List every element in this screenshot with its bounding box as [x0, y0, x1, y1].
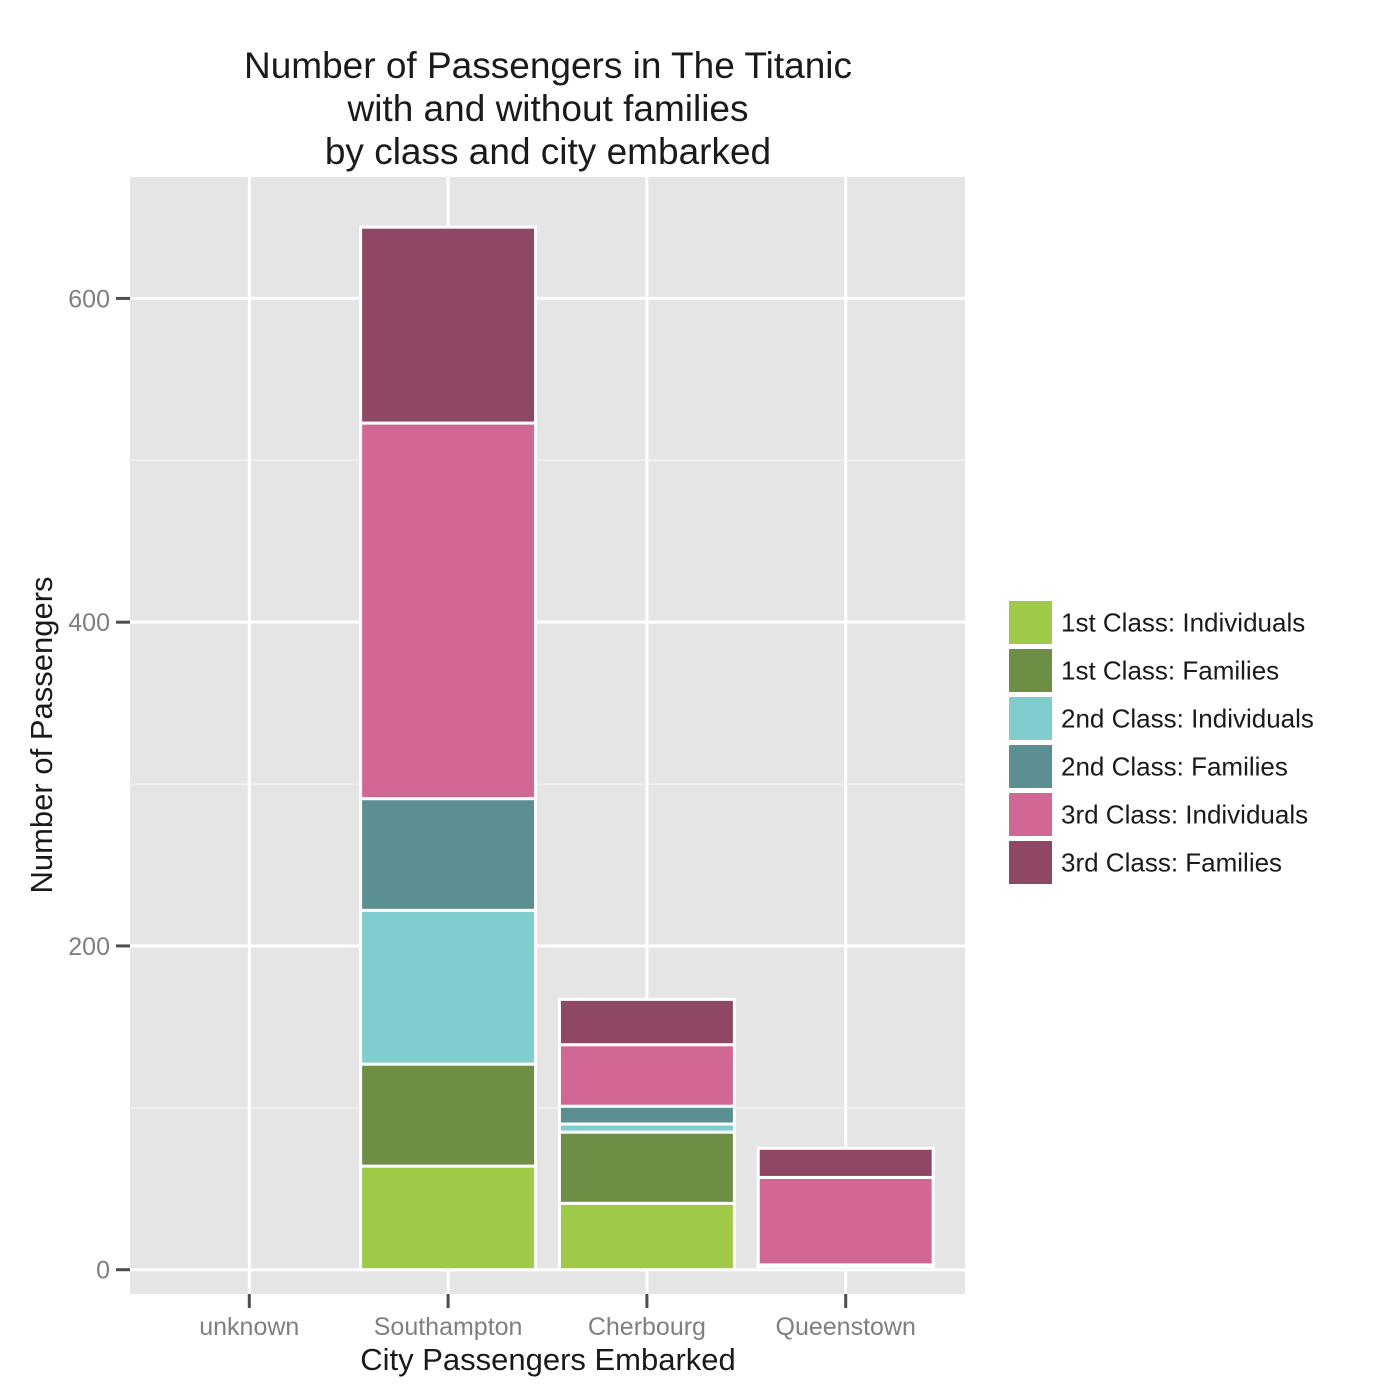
plot-panel — [130, 177, 965, 1294]
x-axis: unknown Southampton Cherbourg Queenstown — [199, 1294, 916, 1341]
legend-item: 2nd Class: Families — [1007, 743, 1288, 790]
chart-title-line-2: with and without families — [346, 88, 748, 129]
legend-swatch — [1007, 743, 1054, 790]
chart-title-line-1: Number of Passengers in The Titanic — [244, 45, 852, 86]
bar-segment — [359, 1062, 538, 1168]
legend-swatch — [1007, 647, 1054, 694]
bar-segment — [359, 421, 538, 801]
x-tick-label: Southampton — [374, 1313, 523, 1341]
bar-segment — [557, 1130, 736, 1205]
chart-title: Number of Passengers in The Titanic with… — [244, 45, 852, 172]
bar-stack-southampton — [359, 225, 538, 1272]
bars — [359, 225, 935, 1272]
chart-title-line-3: by class and city embarked — [325, 131, 771, 172]
x-axis-title: City Passengers Embarked — [360, 1342, 736, 1377]
legend-label: 2nd Class: Individuals — [1061, 704, 1314, 734]
x-tick-label: unknown — [199, 1313, 299, 1341]
x-tick-label: Queenstown — [776, 1313, 916, 1341]
y-axis: 0 200 400 600 — [68, 285, 130, 1285]
legend-item: 1st Class: Individuals — [1007, 599, 1305, 646]
y-tick-label: 200 — [68, 933, 110, 961]
bar-segment — [756, 1146, 935, 1179]
legend-swatch — [1007, 695, 1054, 742]
bar-segment — [359, 225, 538, 425]
bar-segment — [557, 997, 736, 1047]
legend-swatch — [1007, 599, 1054, 646]
legend-item: 3rd Class: Individuals — [1007, 791, 1308, 838]
legend-label: 3rd Class: Individuals — [1061, 800, 1308, 830]
legend-item: 3rd Class: Families — [1007, 839, 1282, 886]
grid-minor — [130, 459, 965, 1109]
legend-item: 1st Class: Families — [1007, 647, 1279, 694]
y-tick-label: 0 — [96, 1257, 110, 1285]
legend-label: 2nd Class: Families — [1061, 752, 1288, 782]
legend: 1st Class: Individuals 1st Class: Familie… — [1007, 599, 1314, 886]
legend-swatch — [1007, 839, 1054, 886]
bar-segment — [756, 1175, 935, 1267]
bar-segment — [359, 1164, 538, 1272]
legend-swatch — [1007, 791, 1054, 838]
bar-segment — [359, 797, 538, 912]
legend-item: 2nd Class: Individuals — [1007, 695, 1314, 742]
legend-label: 1st Class: Individuals — [1061, 608, 1305, 638]
legend-label: 1st Class: Families — [1061, 656, 1279, 686]
bar-segment — [557, 1201, 736, 1272]
y-tick-label: 400 — [68, 609, 110, 637]
bar-stack-queenstown — [756, 1146, 935, 1272]
y-tick-label: 600 — [68, 285, 110, 313]
bar-segment — [359, 908, 538, 1066]
bar-segment — [557, 1104, 736, 1126]
bar-stack-cherbourg — [557, 997, 736, 1272]
bar-segment — [557, 1043, 736, 1108]
y-axis-title: Number of Passengers — [24, 576, 59, 893]
x-tick-label: Cherbourg — [588, 1313, 706, 1341]
legend-label: 3rd Class: Families — [1061, 848, 1282, 878]
